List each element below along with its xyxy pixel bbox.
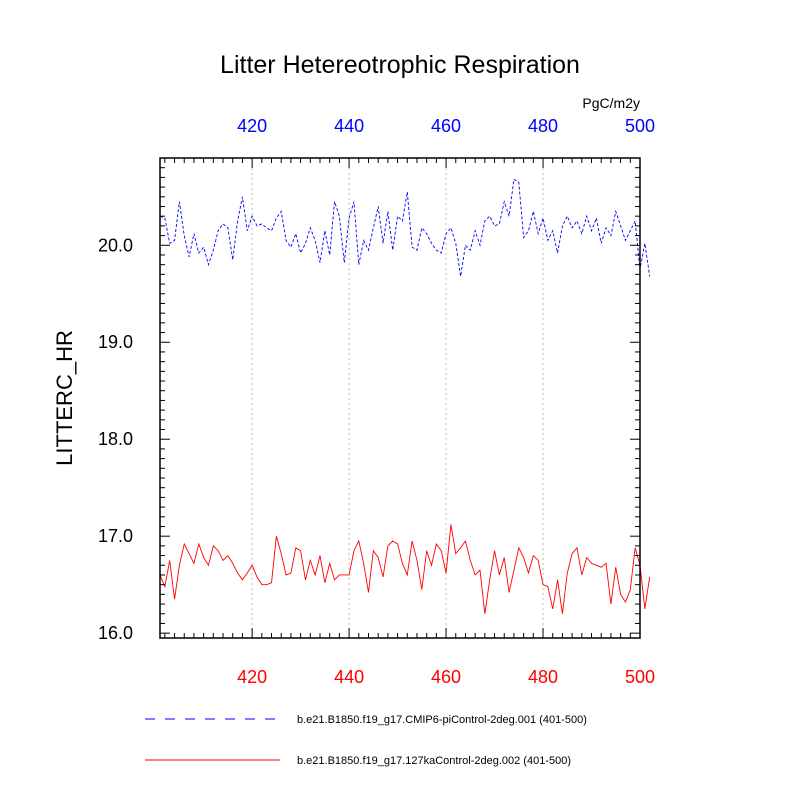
x-tick-label-top: 480 <box>528 116 558 136</box>
series-layer <box>159 178 651 614</box>
y-tick-label: 18.0 <box>98 429 133 449</box>
units-label: PgC/m2y <box>582 95 640 111</box>
x-tick-label-bottom: 460 <box>431 667 461 687</box>
y-tick-label: 16.0 <box>98 623 133 643</box>
x-tick-label-bottom: 480 <box>528 667 558 687</box>
y-tick-label: 19.0 <box>98 332 133 352</box>
y-tick-label: 20.0 <box>98 235 133 255</box>
x-tick-label-top: 460 <box>431 116 461 136</box>
series-line-2 <box>159 524 651 614</box>
x-tick-label-bottom: 440 <box>334 667 364 687</box>
legend-label-series-2: b.e21.B1850.f19_g17.127kaControl-2deg.00… <box>297 755 571 767</box>
series-line-1 <box>159 178 651 277</box>
legend-label-series-1: b.e21.B1850.f19_g17.CMIP6-piControl-2deg… <box>297 714 587 726</box>
x-tick-label-bottom: 420 <box>237 667 267 687</box>
label-layer: 420 420 440 440 460 460 480 480 500 500 16.0 17.0 18… <box>98 116 655 687</box>
x-tick-label-top: 500 <box>625 116 655 136</box>
chart-title: Litter Hetereotrophic Respiration <box>220 51 580 79</box>
plot-frame <box>159 157 641 639</box>
x-tick-label-top: 440 <box>334 116 364 136</box>
x-tick-label-bottom: 500 <box>625 667 655 687</box>
y-axis-label: LITTERC_HR <box>52 330 77 466</box>
legend: b.e21.B1850.f19_g17.CMIP6-piControl-2deg… <box>145 714 587 767</box>
y-tick-label: 17.0 <box>98 526 133 546</box>
grid-layer <box>251 158 544 638</box>
tick-layer <box>160 157 641 638</box>
x-tick-label-top: 420 <box>237 116 267 136</box>
